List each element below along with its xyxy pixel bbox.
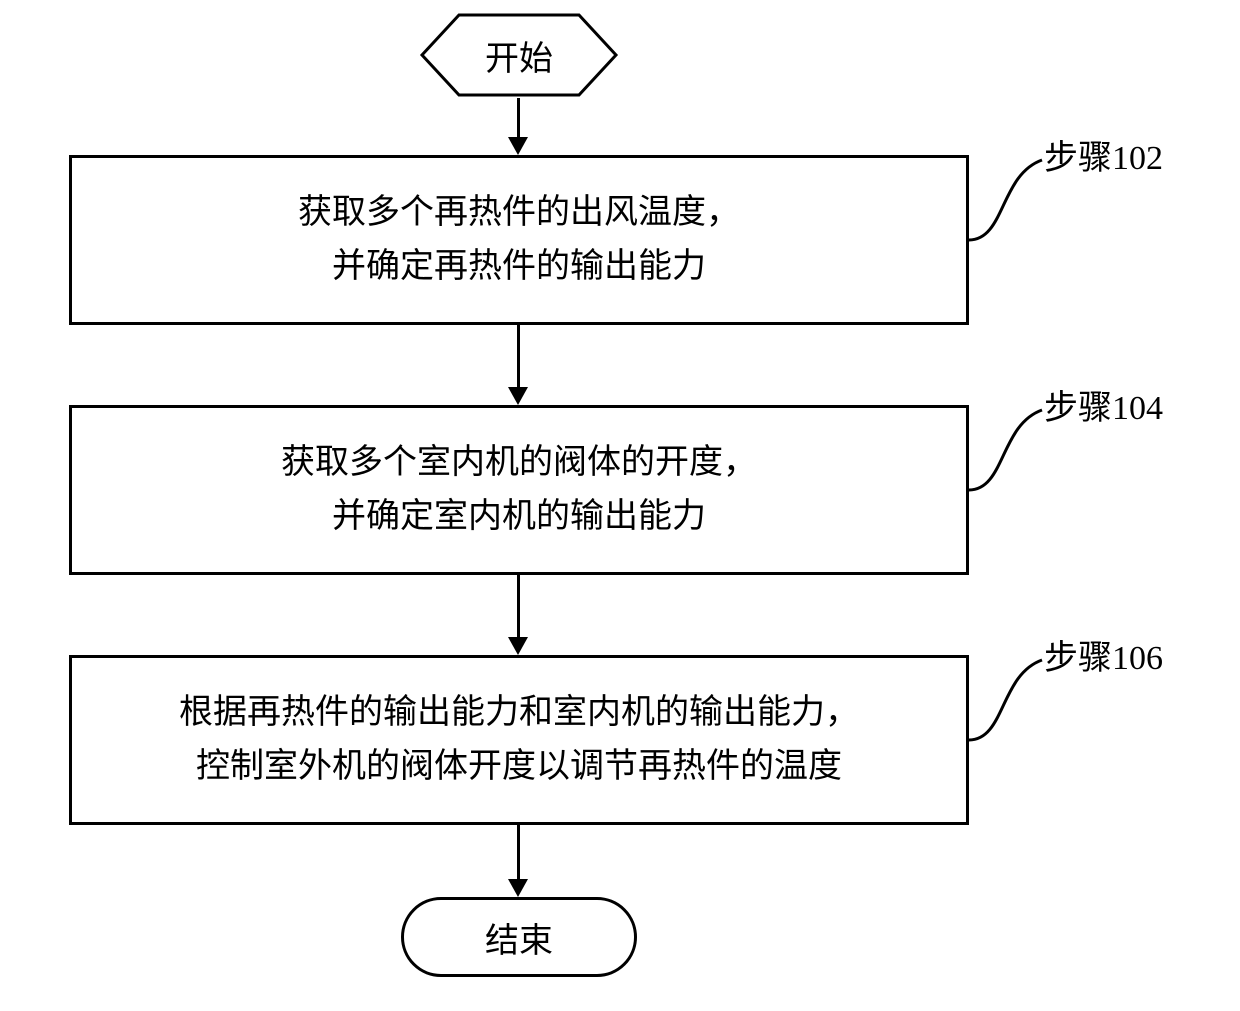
callout-lines	[0, 0, 1240, 1011]
callout-curve	[969, 410, 1042, 490]
arrow-shaft	[517, 325, 520, 387]
arrow-shaft	[517, 98, 520, 137]
flowchart-canvas: 开始 获取多个再热件的出风温度， 并确定再热件的输出能力 获取多个室内机的阀体的…	[0, 0, 1240, 1011]
arrow-head-icon	[508, 637, 528, 655]
callout-curve	[969, 160, 1042, 240]
callout-curve	[969, 660, 1042, 740]
arrow-shaft	[517, 825, 520, 879]
arrow-head-icon	[508, 387, 528, 405]
start-label: 开始	[485, 31, 553, 80]
arrow-head-icon	[508, 879, 528, 897]
arrow-head-icon	[508, 137, 528, 155]
arrow-shaft	[517, 575, 520, 637]
